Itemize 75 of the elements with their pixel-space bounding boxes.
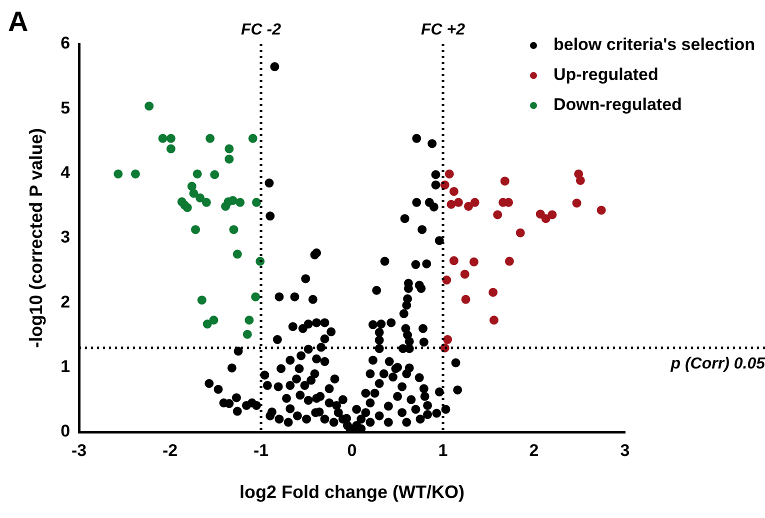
- ref-line-label: FC +2: [421, 21, 466, 38]
- point: [469, 257, 478, 266]
- point: [224, 144, 234, 154]
- point: [206, 134, 215, 143]
- x-tick-label: 1: [438, 440, 448, 460]
- point: [443, 335, 452, 344]
- legend-label: Down-regulated: [553, 94, 682, 116]
- y-tick-label: 6: [60, 34, 70, 53]
- point: [209, 316, 218, 325]
- ref-line-label: FC -2: [241, 21, 282, 38]
- point: [576, 176, 585, 185]
- point: [202, 198, 211, 207]
- point: [504, 256, 514, 266]
- point: [493, 210, 502, 220]
- point: [251, 292, 260, 302]
- y-tick-label: 4: [60, 163, 71, 182]
- point: [229, 225, 238, 234]
- point: [442, 276, 452, 285]
- point: [192, 169, 202, 178]
- x-tick-label: -3: [71, 440, 87, 460]
- point: [256, 256, 265, 266]
- y-tick-label: 2: [60, 292, 70, 312]
- legend-label: Up-regulated: [553, 64, 658, 86]
- point: [189, 188, 198, 198]
- point: [461, 294, 470, 304]
- y-tick-label: 0: [60, 422, 70, 441]
- point: [197, 296, 206, 305]
- x-tick-label: -1: [253, 440, 269, 460]
- point: [596, 206, 606, 215]
- point: [449, 256, 458, 266]
- point: [202, 320, 212, 329]
- point: [500, 176, 510, 186]
- point: [166, 144, 176, 154]
- point: [224, 154, 234, 164]
- ref-line-label: p (Corr) 0.05: [670, 355, 765, 372]
- point: [182, 203, 192, 212]
- point: [460, 270, 470, 279]
- point: [252, 198, 261, 207]
- point: [548, 210, 557, 220]
- point: [516, 228, 525, 238]
- point: [144, 102, 154, 111]
- point: [114, 169, 123, 178]
- point: [464, 202, 473, 211]
- point: [454, 198, 463, 207]
- point: [488, 288, 498, 297]
- text: A: [8, 6, 28, 38]
- x-tick-label: 2: [529, 440, 539, 460]
- point: [191, 225, 200, 234]
- y-axis-title: -log10 (corrected P value): [26, 128, 46, 348]
- point: [196, 193, 205, 202]
- x-axis-title: log2 Fold change (WT/KO): [240, 482, 465, 502]
- point: [446, 200, 456, 209]
- point: [449, 186, 458, 196]
- point: [210, 170, 220, 180]
- point: [572, 198, 582, 208]
- point: [242, 330, 252, 339]
- x-tick-label: 0: [347, 440, 357, 460]
- point: [232, 250, 242, 259]
- point: [489, 316, 498, 325]
- point: [541, 214, 550, 224]
- x-tick-label: 3: [620, 440, 630, 460]
- point: [236, 198, 245, 207]
- point: [158, 134, 168, 143]
- y-tick-label: 1: [60, 357, 70, 376]
- point: [248, 134, 258, 143]
- point: [166, 134, 176, 143]
- point: [444, 169, 454, 178]
- x-tick-label: -2: [162, 440, 178, 460]
- legend-label: below criteria's selection: [553, 34, 755, 56]
- y-tick-label: 5: [60, 98, 70, 118]
- y-tick-label: 3: [60, 228, 70, 247]
- point: [470, 198, 480, 207]
- point: [244, 316, 254, 325]
- point: [130, 169, 140, 178]
- point: [187, 182, 196, 191]
